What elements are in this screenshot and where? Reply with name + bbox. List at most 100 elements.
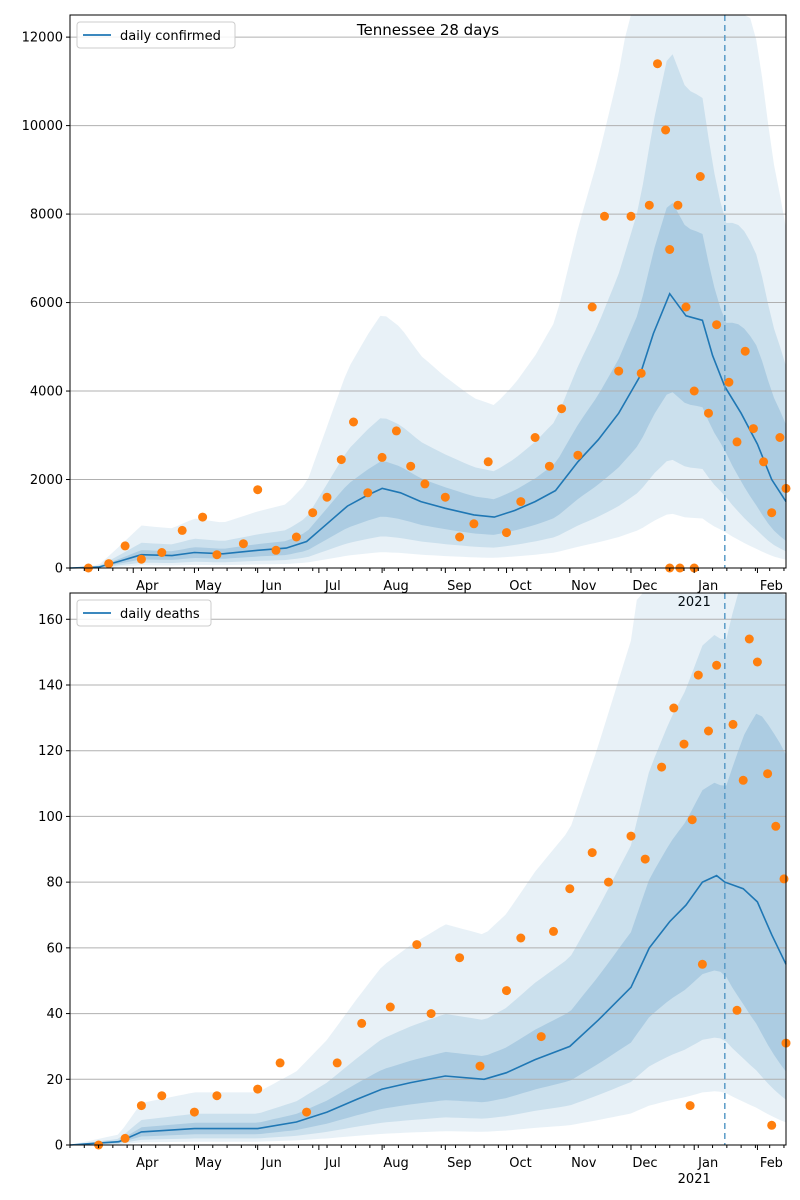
y-tick-label: 0 (55, 562, 63, 577)
data-point (549, 926, 558, 936)
x-tick-label: Nov (571, 1156, 597, 1171)
chart-title: Tennessee 28 days (356, 21, 499, 39)
x-tick-label: Feb (760, 1156, 783, 1171)
data-point (669, 703, 679, 713)
data-point (475, 1061, 485, 1071)
y-tick-label: 140 (38, 679, 63, 694)
data-point (363, 488, 373, 498)
legend-label-daily-deaths: daily deaths (120, 607, 200, 622)
x-year-label: 2021 (678, 1172, 711, 1187)
y-tick-label: 4000 (30, 385, 63, 400)
data-point (189, 1107, 199, 1117)
x-tick-label: Jun (261, 579, 282, 594)
x-tick-label: Dec (632, 1156, 657, 1171)
data-point (704, 408, 713, 418)
x-tick-label: Jul (324, 1156, 341, 1171)
data-point (759, 457, 769, 467)
data-point (104, 559, 114, 569)
data-point (657, 762, 667, 772)
x-tick-label: Jan (697, 1156, 718, 1171)
data-point (587, 302, 597, 312)
x-tick-label: May (195, 579, 222, 594)
data-point (695, 172, 705, 181)
band-inner (70, 713, 786, 1145)
y-tick-label: 8000 (30, 208, 63, 223)
data-point (744, 634, 754, 644)
data-point (712, 660, 722, 670)
data-point (412, 940, 422, 950)
x-tick-label: Oct (509, 579, 531, 594)
data-point (177, 525, 187, 535)
data-point (681, 302, 691, 312)
data-point (120, 1133, 130, 1143)
data-point (600, 211, 609, 221)
data-point (775, 433, 785, 442)
data-point (557, 404, 567, 414)
deaths-plot-frame (69, 592, 787, 1146)
data-point (704, 726, 713, 736)
data-point (157, 1091, 167, 1101)
data-point (653, 59, 662, 69)
deaths-legend: daily deaths (76, 599, 212, 627)
y-tick-label: 40 (46, 1007, 63, 1022)
data-point (406, 461, 416, 471)
data-point (136, 554, 146, 564)
data-point (587, 848, 597, 858)
data-point (767, 1120, 777, 1130)
data-point (689, 386, 699, 396)
data-point (679, 739, 689, 749)
band-middle (70, 54, 786, 569)
data-point (626, 831, 636, 841)
x-tick-label: Jul (324, 579, 341, 594)
data-point (253, 1084, 263, 1094)
data-point (614, 366, 624, 376)
data-point (275, 1058, 285, 1068)
y-tick-label: 2000 (30, 473, 63, 488)
data-point (377, 452, 387, 462)
confirmed-axes: 0 2000 4000 6000 8000 10000 12000 Apr May Jun Jul A… (22, 31, 785, 610)
data-point (516, 497, 526, 507)
data-point (640, 854, 650, 864)
legend-label-daily-confirmed: daily confirmed (120, 29, 221, 44)
data-point (136, 1101, 146, 1111)
data-point (391, 426, 401, 436)
deaths-axes: 0 20 40 60 80 100 120 140 160 Apr May Jun Jul Aug Sep O… (38, 613, 785, 1187)
data-point (604, 877, 613, 887)
data-point (536, 1032, 546, 1042)
data-point (291, 532, 301, 542)
x-tick-label: Jun (261, 1156, 282, 1171)
confirmed-plot-frame (69, 14, 787, 569)
data-point (440, 492, 450, 502)
data-point (420, 479, 430, 489)
data-point (740, 346, 750, 356)
data-point (530, 433, 540, 442)
y-tick-label: 80 (46, 876, 63, 891)
data-point (728, 719, 738, 729)
data-point (673, 200, 683, 210)
x-tick-label: Apr (136, 579, 159, 594)
data-point (516, 933, 526, 943)
data-point (349, 417, 358, 427)
data-point (732, 1005, 742, 1015)
data-point (455, 532, 465, 542)
x-tick-label: May (195, 1156, 222, 1171)
x-tick-label: Aug (383, 1156, 408, 1171)
data-point (685, 1101, 695, 1111)
data-point (661, 125, 671, 135)
data-point (253, 485, 263, 495)
y-tick-label: 20 (46, 1073, 63, 1088)
data-point (455, 953, 465, 963)
data-point (738, 775, 748, 785)
x-tick-label: Sep (447, 1156, 472, 1171)
data-point (697, 959, 707, 969)
data-point (771, 821, 781, 831)
data-point (565, 884, 575, 894)
y-tick-label: 10000 (22, 119, 63, 134)
x-tick-label: Nov (571, 579, 597, 594)
data-point (308, 508, 318, 518)
legend-box (76, 21, 236, 49)
data-point (238, 539, 248, 549)
data-point (198, 512, 208, 522)
x-tick-label: Feb (760, 579, 783, 594)
data-point (336, 455, 346, 465)
